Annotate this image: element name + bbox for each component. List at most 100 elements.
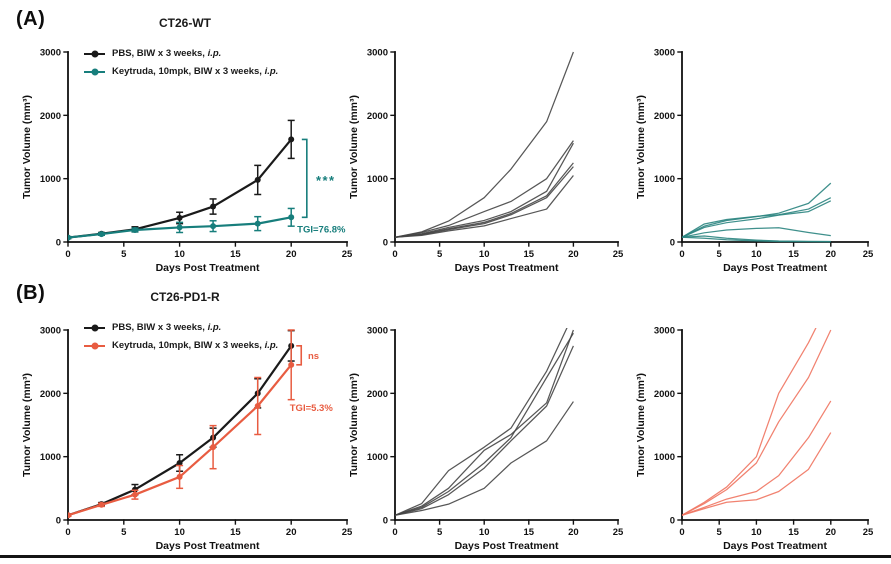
x-tick-label: 5 [717, 527, 723, 538]
data-point [176, 214, 183, 221]
series-mouse-4 [395, 345, 574, 516]
x-tick-label: 15 [230, 249, 241, 260]
series-mouse-6 [682, 236, 831, 243]
legend-item-pbs: PBS, BIW x 3 weeks, i.p. [84, 47, 278, 60]
panel-a-label: (A) [16, 8, 46, 30]
series-line [395, 345, 574, 516]
data-point [288, 214, 295, 221]
x-axis-title: Days Post Treatment [455, 540, 559, 552]
x-tick-label: 10 [479, 249, 490, 260]
y-axis-title: Tumor Volume (mm³) [348, 373, 360, 477]
y-tick-label: 3000 [367, 326, 388, 337]
keytruda-dot-icon [91, 342, 98, 349]
axes [63, 329, 348, 525]
y-axis-title: Tumor Volume (mm³) [21, 373, 33, 477]
y-tick-label: 0 [670, 238, 675, 249]
series-line [395, 332, 574, 516]
legend-a: PBS, BIW x 3 weeks, i.p. Keytruda, 10mpk… [84, 47, 278, 78]
data-point [176, 224, 183, 231]
y-tick-label: 0 [56, 516, 61, 527]
keytruda-line-marker-icon [84, 341, 105, 350]
pbs-line-marker-icon [84, 323, 105, 332]
series-line [682, 400, 832, 516]
x-tick-label: 25 [863, 527, 874, 538]
series-mouse-4 [682, 227, 831, 238]
y-tick-label: 1000 [654, 452, 675, 463]
data-point [68, 234, 71, 241]
x-tick-label: 15 [524, 249, 535, 260]
y-tick-label: 3000 [367, 48, 388, 59]
data-point [254, 176, 261, 183]
significance-bracket [301, 138, 308, 219]
x-tick-label: 25 [342, 249, 353, 260]
series-mouse-1 [395, 328, 568, 516]
x-tick-label: 10 [751, 527, 762, 538]
x-tick-label: 20 [568, 249, 579, 260]
legend-label-pbs: PBS, BIW x 3 weeks, i.p. [112, 48, 222, 59]
series-line [682, 200, 832, 238]
series-line [395, 329, 574, 516]
series-mouse-3 [682, 200, 832, 238]
pbs-line-marker-icon [84, 49, 105, 58]
data-point [254, 220, 261, 227]
chart-canvas: 0 5 10 15 20 25 0 1000 2000 3000 Days Post Treatme… [635, 48, 874, 275]
x-axis-title: Days Post Treatment [723, 262, 827, 274]
series-line [682, 329, 832, 516]
y-axis-title: Tumor Volume (mm³) [635, 95, 647, 199]
series-line [682, 236, 831, 243]
series-line [395, 175, 574, 238]
x-axis-title: Days Post Treatment [723, 540, 827, 552]
y-axis-title: Tumor Volume (mm³) [21, 95, 33, 199]
panel-a-title: CT26-WT [159, 16, 211, 30]
y-tick-label: 2000 [367, 111, 388, 122]
legend-b: PBS, BIW x 3 weeks, i.p. Keytruda, 10mpk… [84, 321, 278, 352]
x-tick-label: 10 [174, 527, 185, 538]
pbs-dot-icon [91, 324, 98, 331]
keytruda-line-marker-icon [84, 67, 105, 76]
series-mouse-5 [395, 166, 574, 238]
series-mouse-5 [395, 401, 574, 516]
series-mouse-2 [682, 197, 832, 238]
x-tick-label: 0 [392, 527, 397, 538]
series-mouse-2 [395, 329, 574, 516]
data-point [176, 473, 183, 480]
series-line [682, 227, 831, 238]
data-point [210, 223, 217, 230]
series-mouse-2 [395, 140, 574, 238]
x-tick-label: 0 [392, 249, 397, 260]
y-tick-label: 0 [383, 238, 388, 249]
axes [390, 51, 619, 247]
series-mouse-3 [682, 400, 832, 516]
significance-stars: *** [316, 173, 336, 188]
x-tick-label: 10 [479, 527, 490, 538]
x-tick-label: 15 [788, 249, 799, 260]
legend-item-keytruda: Keytruda, 10mpk, BIW x 3 weeks, i.p. [84, 339, 278, 352]
tgi-label: TGI=5.3% [290, 403, 334, 414]
series-PBS [68, 329, 295, 519]
y-tick-label: 1000 [367, 452, 388, 463]
data-point [131, 226, 138, 233]
x-tick-label: 5 [121, 527, 127, 538]
x-tick-label: 25 [342, 527, 353, 538]
y-tick-label: 2000 [367, 389, 388, 400]
x-tick-label: 10 [174, 249, 185, 260]
y-tick-label: 0 [670, 516, 675, 527]
x-tick-label: 5 [437, 527, 443, 538]
legend-item-keytruda: Keytruda, 10mpk, BIW x 3 weeks, i.p. [84, 65, 278, 78]
data-point [98, 501, 105, 508]
keytruda-dot-icon [91, 68, 98, 75]
y-tick-label: 2000 [40, 111, 61, 122]
pbs-dot-icon [91, 50, 98, 57]
x-tick-label: 10 [751, 249, 762, 260]
y-tick-label: 1000 [40, 174, 61, 185]
chart-a-individual-treated: 0 5 10 15 20 25 0 1000 2000 3000 Days Post Treatme… [622, 36, 888, 280]
legend-label-keytruda: Keytruda, 10mpk, BIW x 3 weeks, i.p. [112, 340, 279, 351]
axes [63, 51, 348, 247]
series-line [682, 197, 832, 238]
series-mouse-4 [682, 432, 832, 516]
tick-labels: 0 5 10 15 20 25 0 1000 2000 3000 [367, 326, 624, 539]
panel-b-label: (B) [16, 282, 46, 304]
data-point [254, 403, 261, 409]
tick-labels: 0 5 10 15 20 25 0 1000 2000 3000 [40, 326, 353, 539]
data-point [288, 136, 295, 143]
